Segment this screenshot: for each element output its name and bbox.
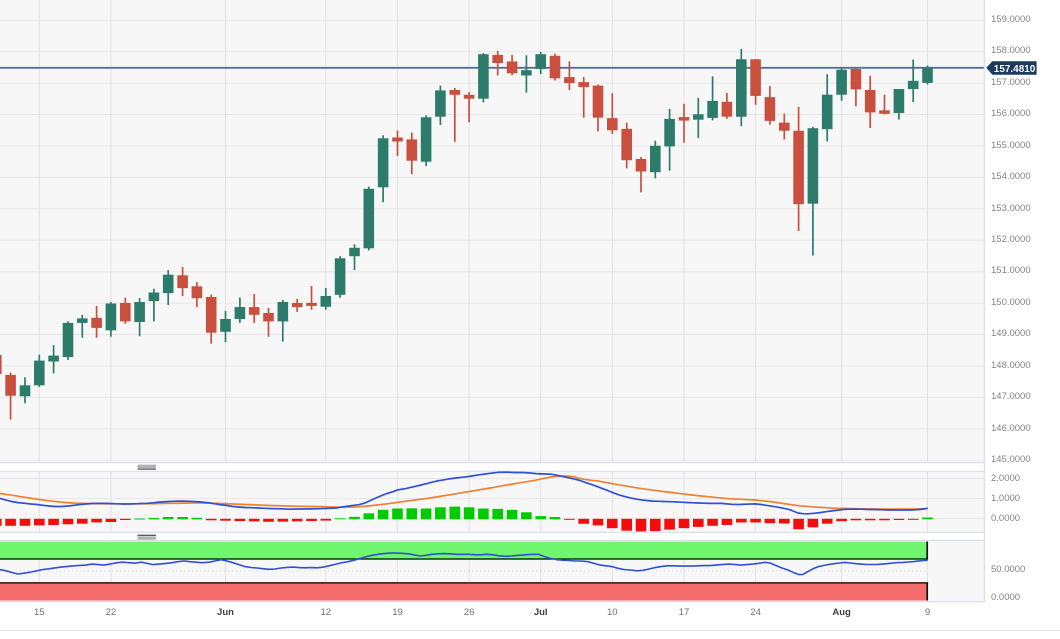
svg-text:157.4810: 157.4810 bbox=[994, 64, 1036, 75]
